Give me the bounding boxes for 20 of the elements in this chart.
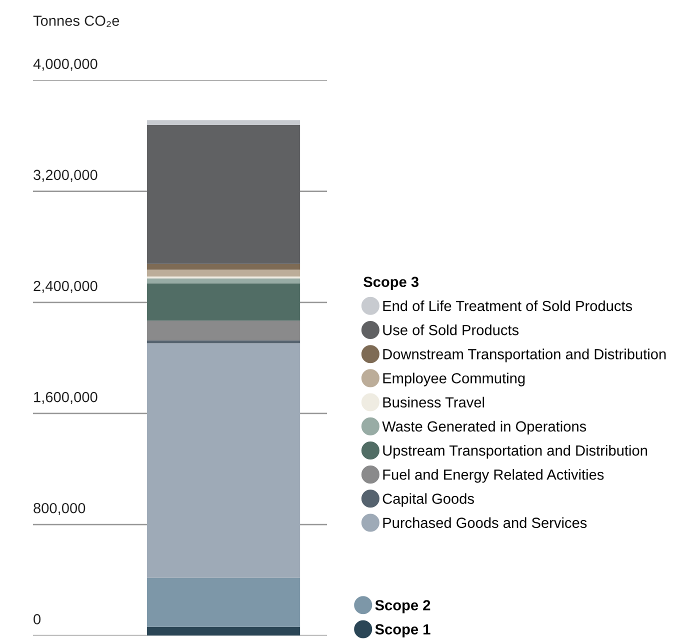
y-tick-label: 1,600,000 <box>34 392 98 404</box>
legend-label: Downstream Transportation and Distribution <box>383 348 666 362</box>
legend-label: Capital Goods <box>382 493 474 507</box>
y-tick-label: 0 <box>34 614 41 624</box>
y-tick-label: 4,000,000 <box>33 58 98 71</box>
legend-label: Employee Commuting <box>383 372 525 386</box>
legend-label: Scope 2 <box>375 600 430 614</box>
y-tick-label: 2,400,000 <box>34 280 98 293</box>
legend-label: Business Travel <box>383 396 484 408</box>
legend-label: Upstream Transportation and Distribution <box>383 445 648 459</box>
y-tick-label: 800,000 <box>34 502 86 516</box>
legend-label: Fuel and Energy Related Activities <box>383 469 604 483</box>
legend-title: Scope 3 <box>364 276 419 290</box>
legend-label: Scope 1 <box>375 624 430 638</box>
legend-label: Waste Generated in Operations <box>382 420 586 435</box>
y-tick-label: 3,200,000 <box>34 170 98 182</box>
legend-label: Purchased Goods and Services <box>383 517 587 528</box>
legend-label: End of Life Treatment of Sold Products <box>383 300 632 312</box>
y-axis-title: Tonnes CO₂e <box>33 16 120 28</box>
legend-label: Use of Sold Products <box>383 324 519 336</box>
